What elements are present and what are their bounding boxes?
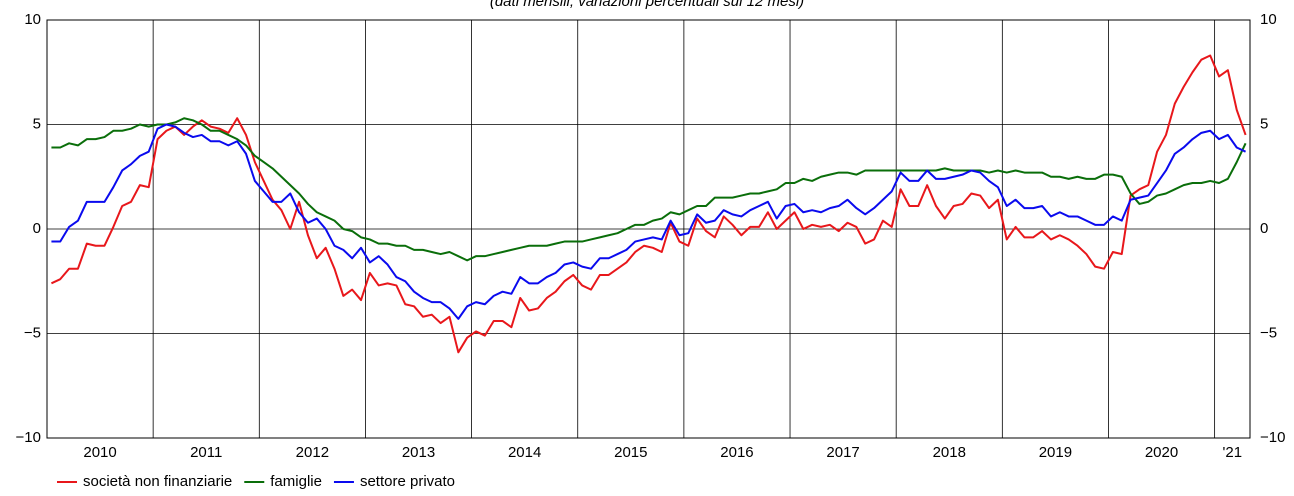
legend-label: società non finanziarie <box>83 473 232 490</box>
y2-tick-label: 5 <box>1260 115 1268 132</box>
y2-tick-label: −10 <box>1260 429 1285 446</box>
y-tick-label: −5 <box>24 324 41 341</box>
x-tick-label: 2010 <box>83 444 116 461</box>
legend-label: settore privato <box>360 473 455 490</box>
x-tick-label: 2014 <box>508 444 541 461</box>
series-line <box>50 54 1247 354</box>
x-tick-label: 2011 <box>190 444 222 461</box>
y-tick-label: −10 <box>16 429 41 446</box>
x-tick-label: 2017 <box>826 444 859 461</box>
legend-label: famiglie <box>270 473 322 490</box>
y-tick-label: 5 <box>33 115 41 132</box>
x-tick-label: 2013 <box>402 444 435 461</box>
x-tick-label: '21 <box>1223 444 1243 461</box>
x-tick-label: 2020 <box>1145 444 1178 461</box>
x-tick-label: 2012 <box>296 444 329 461</box>
x-tick-label: 2019 <box>1039 444 1072 461</box>
y2-tick-label: 0 <box>1260 220 1268 237</box>
y2-tick-label: −5 <box>1260 324 1277 341</box>
x-tick-label: 2016 <box>720 444 753 461</box>
series-line <box>51 123 1247 320</box>
x-tick-label: 2018 <box>933 444 966 461</box>
y-tick-label: 10 <box>24 11 41 28</box>
plot-frame <box>46 19 1251 439</box>
y2-tick-label: 10 <box>1260 11 1277 28</box>
series-line <box>51 117 1247 262</box>
chart-title: (dati mensili; variazioni percentuali su… <box>490 0 804 10</box>
y-tick-label: 0 <box>33 220 41 237</box>
x-tick-label: 2015 <box>614 444 647 461</box>
